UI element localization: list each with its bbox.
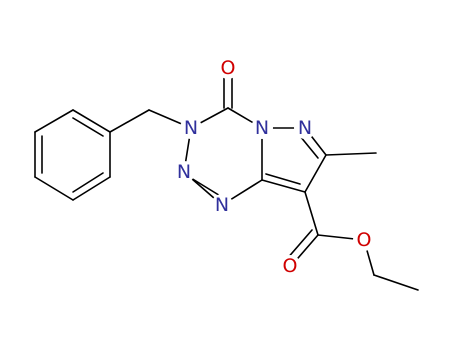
atom-labels: O N N N N N O O [173, 57, 375, 277]
atom-label: O [221, 57, 236, 79]
atom-label: N [298, 117, 312, 139]
atom-label: N [184, 117, 198, 139]
atom-label: O [283, 255, 298, 277]
atom-label: O [357, 229, 372, 251]
atom-label: N [255, 117, 269, 139]
bonds [34, 67, 419, 291]
atom-label: N [177, 161, 191, 183]
atom-label: N [215, 194, 229, 216]
